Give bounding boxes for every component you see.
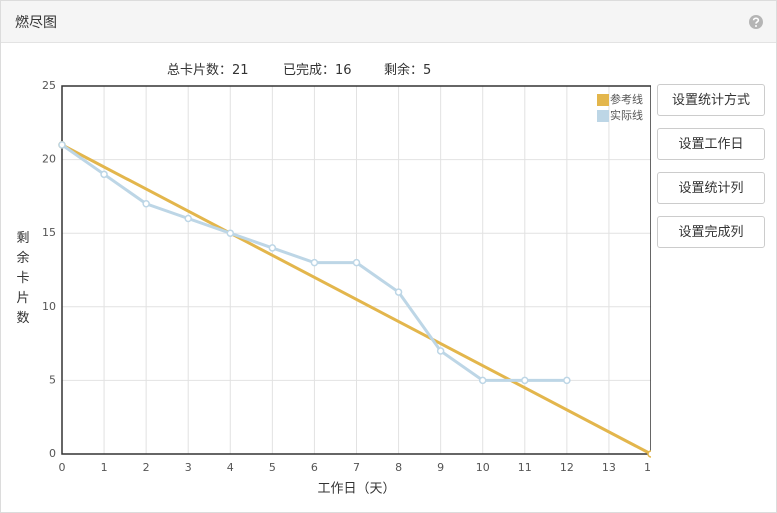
x-tick-label: 1 xyxy=(101,461,108,474)
data-point xyxy=(436,347,445,355)
data-point xyxy=(184,214,192,223)
x-tick-label: 2 xyxy=(143,461,150,474)
summary-label: 已完成： xyxy=(283,63,336,78)
y-tick-label: 15 xyxy=(42,226,56,239)
summary-item: 已完成：16 xyxy=(283,59,352,78)
data-point xyxy=(226,229,235,237)
x-tick-label: 6 xyxy=(311,461,318,474)
data-point xyxy=(521,376,529,385)
button[interactable]: 设置统计方式 xyxy=(657,84,765,116)
summary-item: 总卡片数：21 xyxy=(167,59,249,78)
y-tick-label: 10 xyxy=(42,300,56,313)
legend-label: 实际线 xyxy=(610,108,643,122)
series-line xyxy=(61,143,651,456)
x-axis-label: 工作日（天） xyxy=(317,482,395,497)
x-tick-label: 14 xyxy=(644,461,651,474)
x-tick-label: 5 xyxy=(269,461,276,474)
data-point xyxy=(352,258,361,267)
x-tick-label: 11 xyxy=(518,461,532,474)
legend-swatch xyxy=(597,94,609,106)
x-tick-label: 8 xyxy=(395,461,402,474)
data-point xyxy=(58,141,66,149)
data-point xyxy=(268,244,277,252)
data-point xyxy=(100,170,108,179)
data-point xyxy=(310,258,319,267)
summary-label: 总卡片数： xyxy=(167,63,233,78)
help-icon[interactable] xyxy=(748,14,764,30)
button[interactable]: 设置工作日 xyxy=(657,128,765,160)
summary-value: 16 xyxy=(335,63,352,78)
data-point xyxy=(142,200,150,208)
x-tick-label: 13 xyxy=(602,461,616,474)
x-tick-label: 9 xyxy=(437,461,444,474)
x-tick-label: 7 xyxy=(353,461,360,474)
legend-label: 参考线 xyxy=(610,92,643,106)
y-tick-label: 25 xyxy=(42,79,56,92)
legend-swatch xyxy=(597,110,609,122)
summary-item: 剩余：5 xyxy=(384,59,431,78)
chart: 051015202501234567891011121314工作日（天）参考线实… xyxy=(42,79,651,497)
button[interactable]: 设置完成列 xyxy=(657,216,765,248)
data-point xyxy=(394,288,403,296)
header-title: 燃尽图 xyxy=(15,15,57,31)
y-tick-label: 5 xyxy=(49,373,56,386)
x-tick-label: 12 xyxy=(560,461,574,474)
plot-frame xyxy=(61,85,651,455)
data-point xyxy=(563,376,571,385)
x-tick-label: 4 xyxy=(227,461,234,474)
summary-label: 剩余： xyxy=(384,63,424,78)
x-tick-label: 3 xyxy=(185,461,192,474)
y-tick-label: 20 xyxy=(42,153,56,166)
data-point xyxy=(478,376,487,385)
y-tick-label: 0 xyxy=(49,447,56,460)
x-tick-label: 10 xyxy=(476,461,490,474)
summary-value: 5 xyxy=(423,63,432,78)
data-point xyxy=(647,450,651,458)
header: 燃尽图 xyxy=(1,1,776,43)
summary-value: 21 xyxy=(232,63,249,78)
x-tick-label: 0 xyxy=(59,461,66,474)
button[interactable]: 设置统计列 xyxy=(657,172,765,204)
y-axis-label: 剩余卡片数 xyxy=(16,231,30,326)
